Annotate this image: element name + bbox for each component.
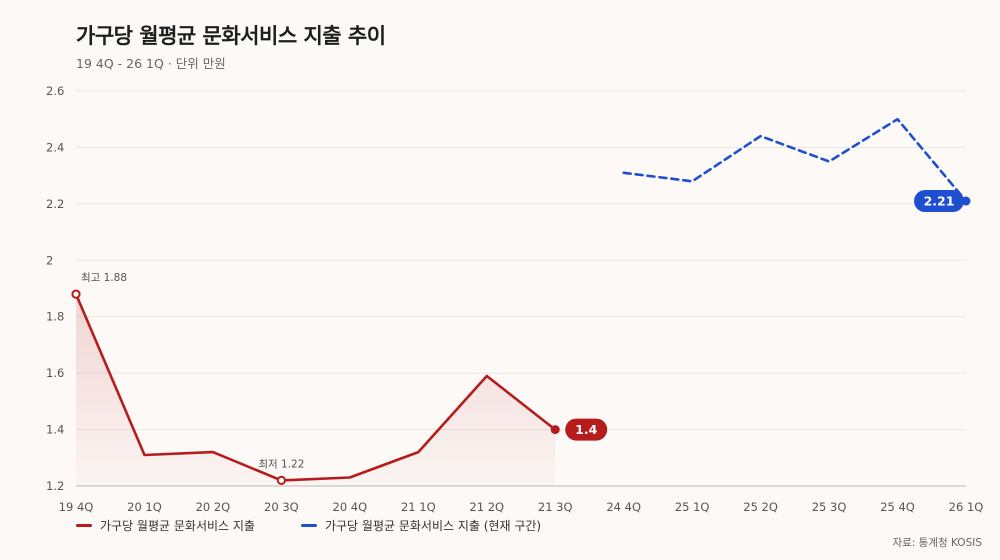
max-point-marker <box>71 289 81 299</box>
x-tick-label: 20 3Q <box>264 500 299 514</box>
chart-title: 가구당 월평균 문화서비스 지출 추이 <box>76 24 386 48</box>
min-annotation-label: 최저 1.22 <box>258 458 304 470</box>
x-tick-label: 21 3Q <box>538 500 573 514</box>
y-tick-label: 2.2 <box>46 197 64 211</box>
series-line-2 <box>622 117 968 203</box>
end-value-label: 1.4 <box>575 422 597 437</box>
min-point-marker <box>276 475 286 485</box>
x-tick-label: 21 2Q <box>469 500 504 514</box>
x-tick-label: 25 4Q <box>880 500 915 514</box>
y-tick-label: 1.6 <box>46 366 64 380</box>
legend-item-series2: 가구당 월평균 문화서비스 지출 (현재 구간) <box>300 517 542 534</box>
series-area <box>76 294 556 486</box>
max-annotation-label: 최고 1.88 <box>81 272 127 284</box>
chart-subtitle: 19 4Q - 26 1Q · 단위 만원 <box>76 56 226 71</box>
end-value-bubble <box>565 418 608 441</box>
source-note: 자료: 통계청 KOSIS <box>892 537 982 549</box>
legend: 가구당 월평균 문화서비스 지출 가구당 월평균 문화서비스 지출 (현재 구간… <box>76 517 541 534</box>
y-tick-label: 2.4 <box>46 140 64 154</box>
legend-swatch-series1 <box>76 524 92 527</box>
legend-label-series2: 가구당 월평균 문화서비스 지출 (현재 구간) <box>324 519 542 533</box>
x-tick-label: 25 2Q <box>743 500 778 514</box>
x-tick-label: 19 4Q <box>59 500 94 514</box>
legend-item-series1: 가구당 월평균 문화서비스 지출 <box>76 517 255 534</box>
y-tick-label: 2 <box>46 253 53 267</box>
end-value-bubble <box>914 190 964 213</box>
x-tick-label: 20 2Q <box>196 500 231 514</box>
x-tick-label: 20 4Q <box>333 500 368 514</box>
legend-label-series1: 가구당 월평균 문화서비스 지출 <box>100 519 255 533</box>
y-tick-label: 2.6 <box>46 84 64 98</box>
x-tick-label: 21 1Q <box>401 500 436 514</box>
x-tick-label: 24 4Q <box>606 500 641 514</box>
series-end-point <box>550 425 560 435</box>
end-value-label: 2.21 <box>924 194 955 209</box>
legend-swatch-series2 <box>300 524 317 527</box>
x-tick-label: 25 3Q <box>812 500 847 514</box>
y-tick-label: 1.8 <box>46 310 64 324</box>
y-tick-label: 1.4 <box>46 423 64 437</box>
x-tick-label: 25 1Q <box>675 500 710 514</box>
y-tick-label: 1.2 <box>46 479 64 493</box>
x-tick-label: 26 1Q <box>949 500 984 514</box>
series-line-1 <box>74 292 557 482</box>
x-tick-label: 20 1Q <box>127 500 162 514</box>
